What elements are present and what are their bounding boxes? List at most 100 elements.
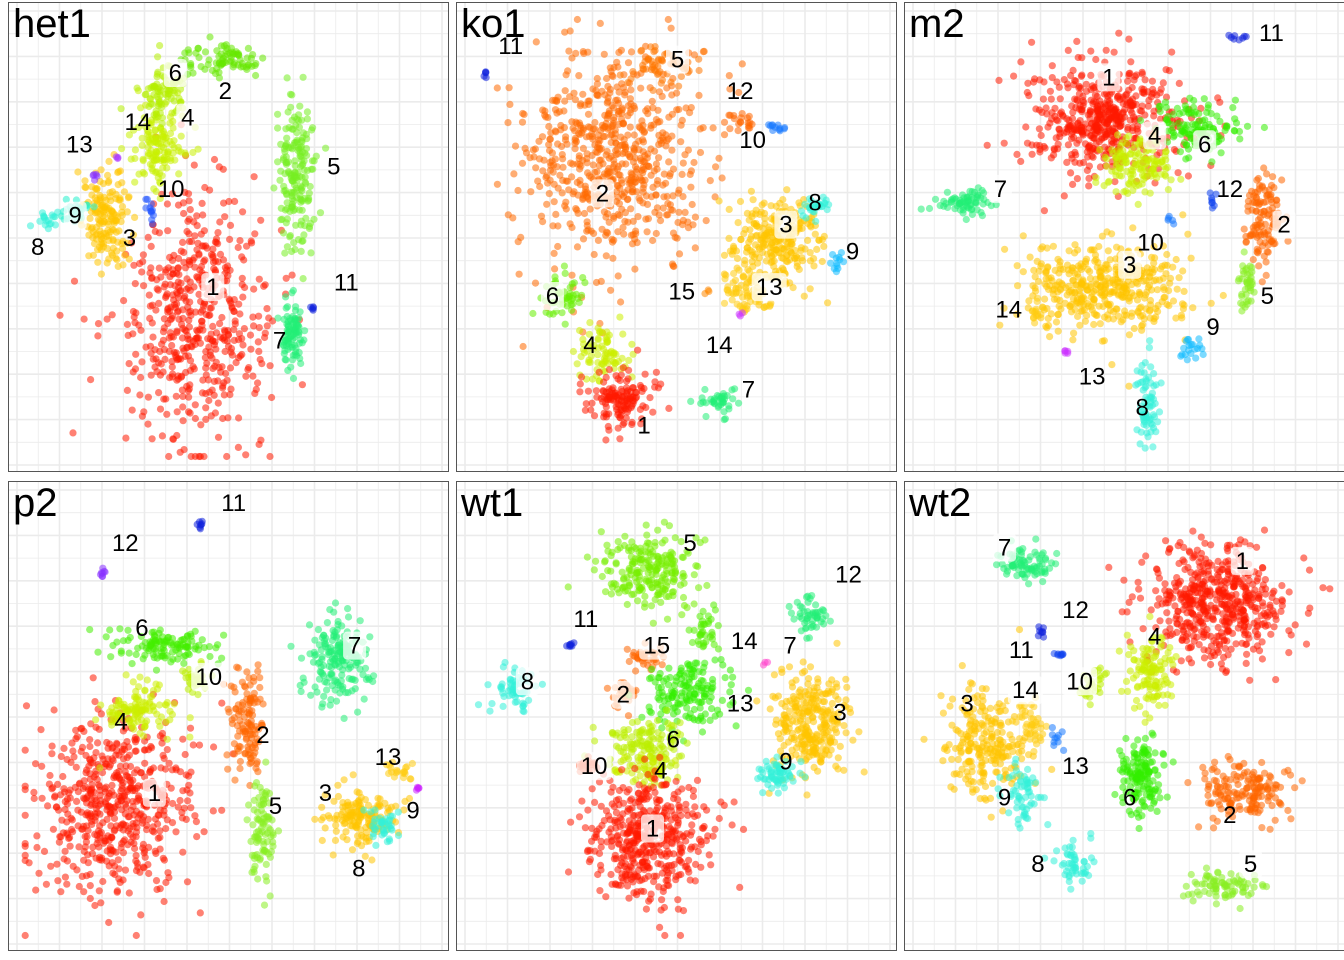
point	[74, 788, 82, 796]
point	[1165, 302, 1173, 310]
point	[1130, 292, 1138, 300]
point	[695, 91, 703, 99]
point	[619, 364, 627, 372]
gridlines	[9, 482, 448, 950]
point	[1052, 282, 1060, 290]
point	[1068, 154, 1076, 162]
point	[180, 446, 188, 454]
cluster-label-7: 7	[742, 377, 755, 404]
point	[1024, 79, 1032, 87]
point	[1052, 134, 1060, 142]
point	[605, 394, 613, 402]
point	[579, 124, 588, 132]
point	[1125, 180, 1133, 188]
point	[493, 180, 501, 188]
point	[917, 205, 925, 213]
point	[174, 254, 183, 263]
point	[695, 66, 703, 75]
point	[223, 452, 231, 461]
point	[631, 265, 639, 273]
point	[1150, 259, 1158, 267]
point	[1242, 33, 1250, 41]
point	[562, 133, 570, 141]
point	[962, 202, 970, 210]
point	[827, 259, 835, 267]
point	[1284, 237, 1292, 245]
point	[1166, 274, 1175, 282]
point	[57, 752, 65, 761]
point	[152, 113, 160, 121]
point	[614, 424, 622, 432]
point	[145, 869, 153, 878]
point	[184, 190, 193, 198]
point	[575, 72, 583, 80]
point	[686, 109, 694, 117]
point	[1243, 264, 1251, 272]
point	[33, 832, 41, 840]
point	[152, 877, 161, 885]
point	[185, 385, 193, 393]
point	[549, 222, 557, 230]
point	[215, 163, 223, 171]
point	[571, 145, 579, 153]
point	[1136, 107, 1144, 115]
cluster-label-7: 7	[273, 328, 286, 355]
point	[1124, 77, 1132, 85]
cluster-label-box	[201, 273, 225, 302]
point	[925, 204, 934, 213]
point	[1087, 131, 1095, 139]
point	[1087, 96, 1095, 104]
point	[628, 418, 636, 426]
point	[584, 110, 593, 118]
point	[290, 188, 298, 196]
point	[620, 189, 629, 197]
cluster-9-points	[827, 249, 848, 276]
cluster-label-box	[63, 201, 87, 230]
point	[171, 282, 179, 290]
point	[1119, 109, 1127, 117]
point	[1244, 297, 1252, 305]
point	[624, 131, 632, 139]
point	[534, 177, 542, 185]
point	[1134, 200, 1142, 208]
point	[611, 389, 619, 398]
point	[1000, 304, 1008, 312]
point	[284, 108, 292, 116]
point	[1153, 286, 1161, 294]
point	[966, 187, 974, 195]
point	[615, 48, 623, 57]
point	[790, 254, 799, 262]
point	[936, 202, 944, 210]
point	[180, 248, 188, 256]
point	[1117, 245, 1125, 253]
cluster-label-8: 8	[1136, 395, 1149, 422]
point	[147, 766, 155, 774]
point	[622, 405, 630, 413]
point	[1190, 96, 1198, 105]
point	[138, 134, 146, 142]
point	[1135, 140, 1143, 148]
point	[129, 797, 137, 806]
point	[239, 208, 247, 216]
point	[635, 194, 643, 202]
point	[568, 173, 576, 181]
point	[1034, 277, 1043, 286]
point	[147, 84, 155, 92]
point	[594, 236, 602, 244]
point	[288, 91, 296, 99]
point	[1174, 169, 1182, 177]
point	[806, 285, 814, 293]
point	[632, 230, 640, 238]
point	[77, 725, 85, 733]
point	[585, 100, 593, 108]
point	[92, 723, 100, 731]
point	[725, 402, 733, 410]
facet-panel-m2: 1 4 6 2 5 7 3 8 9 10 11 12 13 14 m2	[904, 2, 1344, 472]
point	[550, 249, 558, 257]
point	[943, 188, 951, 196]
point	[1255, 247, 1263, 255]
point	[1173, 285, 1181, 293]
point	[1127, 58, 1135, 66]
point	[732, 247, 741, 255]
cluster-label-3: 3	[123, 225, 136, 252]
